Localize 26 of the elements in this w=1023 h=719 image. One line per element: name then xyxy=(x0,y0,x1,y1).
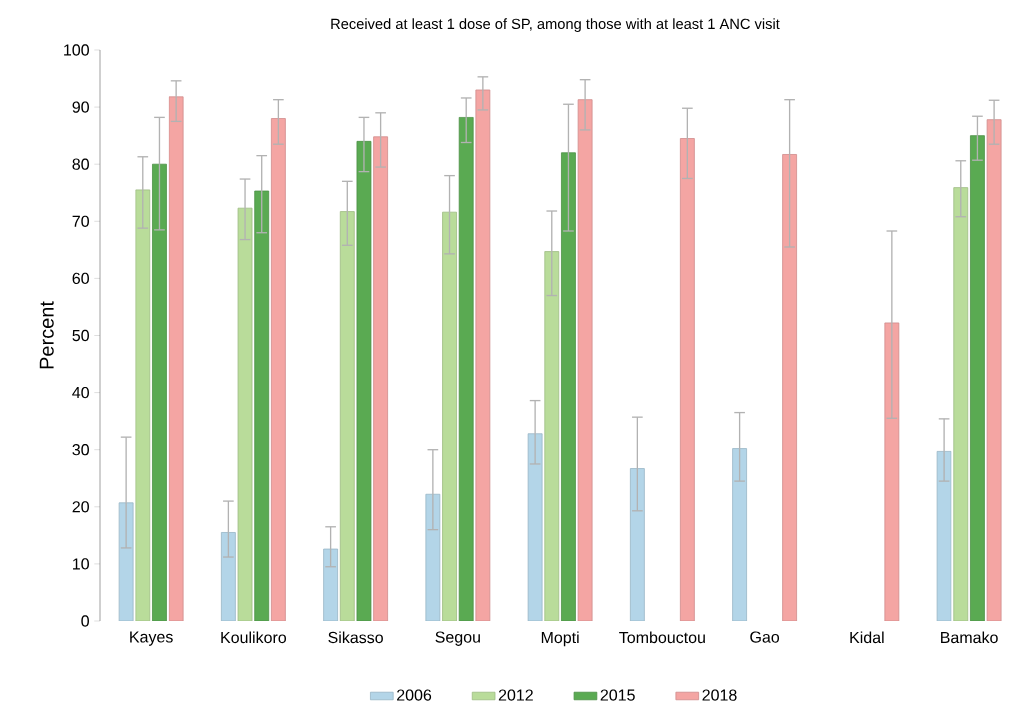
y-tick-label: 40 xyxy=(72,386,89,399)
x-tick-label: Kidal xyxy=(850,631,884,644)
y-tick-label: 50 xyxy=(72,329,89,342)
y-tick-label: 60 xyxy=(72,272,89,285)
y-tick-label: 90 xyxy=(72,101,89,113)
y-tick-label: 70 xyxy=(72,215,89,227)
x-tick-label: Tombouctou xyxy=(619,631,705,644)
x-tick-label: Kayes xyxy=(130,631,173,646)
y-tick-label: 100 xyxy=(64,44,89,56)
legend-label: 2012 xyxy=(498,689,533,701)
y-tick-label: 20 xyxy=(72,501,89,513)
y-tick-label: 10 xyxy=(73,558,89,570)
chart-title: Received at least 1 dose of SP, among those with at least 1 ANC visit xyxy=(331,18,780,32)
legend-label: 2006 xyxy=(397,689,432,701)
legend-label: 2018 xyxy=(702,689,737,701)
x-tick-label: Segou xyxy=(435,631,480,646)
x-tick-label: Gao xyxy=(750,631,780,643)
y-tick-label: 0 xyxy=(81,615,89,627)
legend-label: 2015 xyxy=(600,689,635,701)
x-tick-label: Bamako xyxy=(941,631,998,644)
y-tick-label: 30 xyxy=(72,444,89,456)
y-tick-label: 80 xyxy=(72,158,89,170)
x-tick-label: Koulikoro xyxy=(221,631,287,644)
y-axis-title: Percent xyxy=(39,301,54,369)
x-tick-label: Sikasso xyxy=(328,631,383,644)
x-tick-label: Mopti xyxy=(541,631,579,647)
